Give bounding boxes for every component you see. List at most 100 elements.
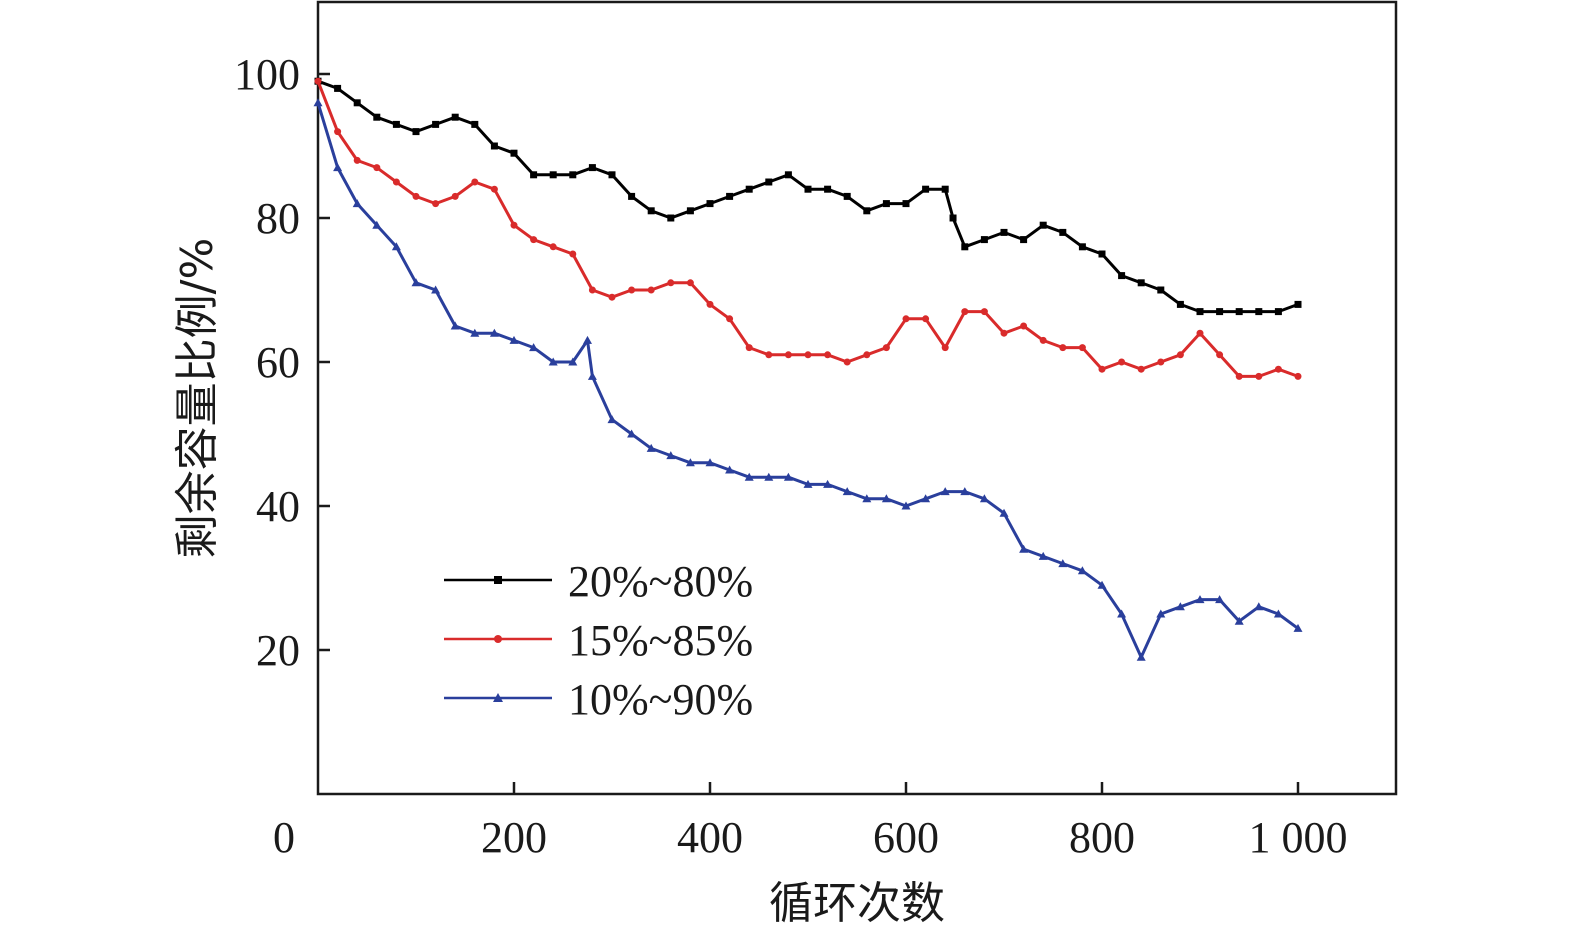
data-point: [842, 487, 852, 496]
legend-item: 10%~90%: [444, 675, 753, 724]
data-point: [431, 285, 441, 294]
data-point: [1038, 551, 1048, 560]
data-point: [1156, 609, 1166, 618]
y-tick-label: 80: [256, 194, 300, 243]
data-point: [607, 415, 617, 424]
data-point: [608, 293, 616, 301]
y-tick-label: 100: [234, 50, 300, 99]
x-tick-label: 400: [677, 813, 743, 862]
data-point: [745, 185, 753, 193]
x-tick-label: 600: [873, 813, 939, 862]
data-point: [372, 220, 382, 229]
data-point: [549, 243, 557, 251]
data-point: [1136, 652, 1146, 661]
data-point: [843, 192, 851, 200]
data-point: [451, 192, 459, 200]
data-point: [1137, 279, 1145, 287]
data-point: [392, 120, 400, 128]
data-point: [1274, 365, 1282, 373]
data-point: [353, 156, 361, 164]
data-point: [391, 242, 401, 251]
y-axis-ticks: 20 40 60 80 100: [234, 50, 330, 675]
data-point: [705, 458, 715, 467]
data-point: [1234, 616, 1244, 625]
data-point: [823, 479, 833, 488]
data-point: [881, 494, 891, 503]
data-point: [666, 451, 676, 460]
data-point: [471, 120, 479, 128]
data-point: [1118, 272, 1126, 280]
data-point: [1157, 286, 1165, 294]
data-point: [1117, 609, 1127, 618]
x-tick-label: 800: [1069, 813, 1135, 862]
data-point: [940, 487, 950, 496]
data-point: [901, 501, 911, 510]
plot-frame: [316, 0, 1398, 796]
data-point: [726, 315, 734, 323]
data-point: [961, 308, 969, 316]
data-point: [784, 171, 792, 179]
data-point: [667, 279, 675, 287]
data-point: [587, 371, 597, 380]
data-point: [412, 128, 420, 136]
data-point: [862, 494, 872, 503]
data-point: [510, 221, 518, 229]
data-point: [1077, 566, 1087, 575]
data-point: [1059, 228, 1067, 236]
data-point: [921, 494, 931, 503]
data-point: [1216, 351, 1224, 359]
data-point: [646, 443, 656, 452]
data-point: [569, 171, 577, 179]
data-point: [471, 178, 479, 186]
data-point: [725, 465, 735, 474]
data-point: [1019, 544, 1029, 553]
data-point: [685, 458, 695, 467]
data-point: [490, 185, 498, 193]
data-point: [628, 192, 636, 200]
data-point: [373, 164, 381, 172]
data-point: [1039, 336, 1047, 344]
data-point: [1020, 322, 1028, 330]
data-point: [941, 344, 949, 352]
data-point: [530, 171, 538, 179]
data-point: [863, 207, 871, 215]
data-point: [1137, 365, 1145, 373]
data-point: [1294, 372, 1302, 380]
legend-marker: [494, 635, 502, 643]
data-point: [450, 321, 460, 330]
data-point: [1058, 559, 1068, 568]
data-point: [1078, 344, 1086, 352]
y-tick-label: 60: [256, 338, 300, 387]
data-point: [412, 192, 420, 200]
data-point: [373, 113, 381, 121]
series-line: [317, 79, 1299, 314]
data-point: [1098, 250, 1106, 258]
data-point: [922, 185, 930, 193]
data-point: [334, 84, 342, 92]
data-point: [1059, 344, 1067, 352]
data-point: [568, 357, 578, 366]
y-axis-title: 剩余容量比例/%: [172, 238, 223, 559]
data-point: [432, 200, 440, 208]
legend-marker: [494, 576, 502, 584]
data-point: [1254, 602, 1264, 611]
data-point: [529, 343, 539, 352]
data-point: [411, 278, 421, 287]
data-point: [667, 214, 675, 222]
data-point: [1294, 300, 1302, 308]
data-point: [1098, 365, 1106, 373]
data-point: [902, 315, 910, 323]
data-point: [999, 508, 1009, 517]
data-point: [1216, 308, 1224, 316]
data-point: [432, 120, 440, 128]
data-point: [706, 200, 714, 208]
data-point: [765, 178, 773, 186]
legend-item: 15%~85%: [444, 616, 753, 665]
legend-item: 20%~80%: [444, 557, 753, 606]
data-point: [1196, 329, 1204, 337]
data-point: [588, 286, 596, 294]
x-axis-title: 循环次数: [769, 878, 945, 929]
data-point: [451, 113, 459, 121]
data-point: [980, 236, 988, 244]
data-point: [804, 185, 812, 193]
